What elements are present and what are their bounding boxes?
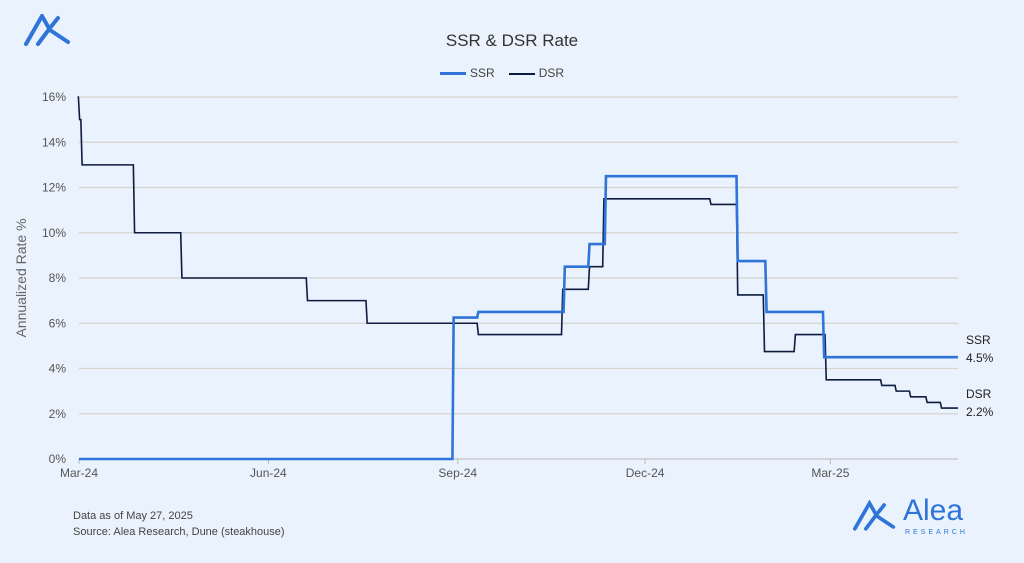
end-label-value: 2.2% <box>966 405 994 419</box>
y-tick-label: 14% <box>42 135 66 149</box>
legend-label: SSR <box>470 66 495 80</box>
source-note: Source: Alea Research, Dune (steakhouse) <box>73 526 285 538</box>
y-tick-label: 6% <box>49 316 67 330</box>
chart-title: SSR & DSR Rate <box>445 31 579 50</box>
series-line-ssr <box>79 174 958 461</box>
legend: SSR DSR <box>440 66 564 80</box>
brand-logo: Alea RESEARCH <box>853 494 968 537</box>
x-tick-label: Mar-25 <box>811 466 849 480</box>
brand-sub: RESEARCH <box>905 529 968 536</box>
x-tick-label: Mar-24 <box>60 466 98 480</box>
end-label-name: DSR <box>966 387 992 401</box>
y-tick-label: 16% <box>42 90 66 104</box>
legend-swatch <box>508 72 535 75</box>
alea-logo-icon <box>853 499 896 531</box>
data-date-note: Data as of May 27, 2025 <box>73 510 193 522</box>
end-label-name: SSR <box>966 333 991 347</box>
series-line-dsr <box>77 96 958 409</box>
footer: Data as of May 27, 2025 Source: Alea Res… <box>73 508 285 540</box>
y-tick-label: 2% <box>49 407 67 421</box>
y-tick-label: 10% <box>42 226 66 240</box>
x-tick-label: Sep-24 <box>438 466 477 480</box>
y-tick-label: 0% <box>49 452 67 466</box>
legend-item-ssr: SSR <box>440 66 495 80</box>
y-tick-label: 8% <box>49 271 67 285</box>
brand-name: Alea <box>903 494 964 527</box>
alea-logo-icon <box>24 11 72 51</box>
x-tick-label: Jun-24 <box>250 466 287 480</box>
y-tick-label: 12% <box>42 181 66 195</box>
legend-item-dsr: DSR <box>508 66 565 80</box>
y-axis-label: Annualized Rate % <box>13 218 29 337</box>
x-tick-label: Dec-24 <box>626 466 665 480</box>
legend-label: DSR <box>538 66 565 80</box>
y-tick-label: 4% <box>49 362 67 376</box>
end-label-value: 4.5% <box>966 351 994 365</box>
legend-swatch <box>440 72 466 76</box>
